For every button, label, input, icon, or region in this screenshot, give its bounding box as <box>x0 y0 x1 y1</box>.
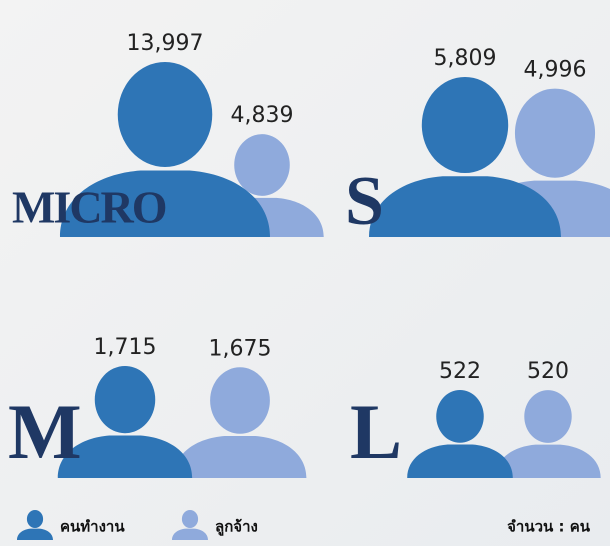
person-icon <box>407 389 513 478</box>
value-label: 4,839 <box>231 103 294 128</box>
value-label: 522 <box>439 359 481 384</box>
value-label: 4,996 <box>524 58 587 83</box>
value-label: 13,997 <box>127 31 204 56</box>
value-label: 520 <box>527 359 569 384</box>
size-label: L <box>350 388 402 475</box>
size-label: M <box>8 388 82 475</box>
person-icon <box>495 390 601 478</box>
legend-icon <box>172 510 208 540</box>
legend-label: ลูกจ้าง <box>215 518 258 537</box>
size-label: Micro <box>12 182 166 233</box>
legend-label: คนทำงาน <box>60 518 125 536</box>
value-label: 1,675 <box>209 336 272 361</box>
person-icon <box>173 367 307 478</box>
legend-icon <box>17 509 53 540</box>
person-icon <box>57 366 193 478</box>
size-label: S <box>345 163 384 240</box>
unit-note: จำนวน : คน <box>507 518 591 536</box>
value-label: 1,715 <box>94 335 157 360</box>
person-icon <box>60 62 270 238</box>
value-label: 5,809 <box>434 46 497 71</box>
person-icon <box>369 76 561 237</box>
